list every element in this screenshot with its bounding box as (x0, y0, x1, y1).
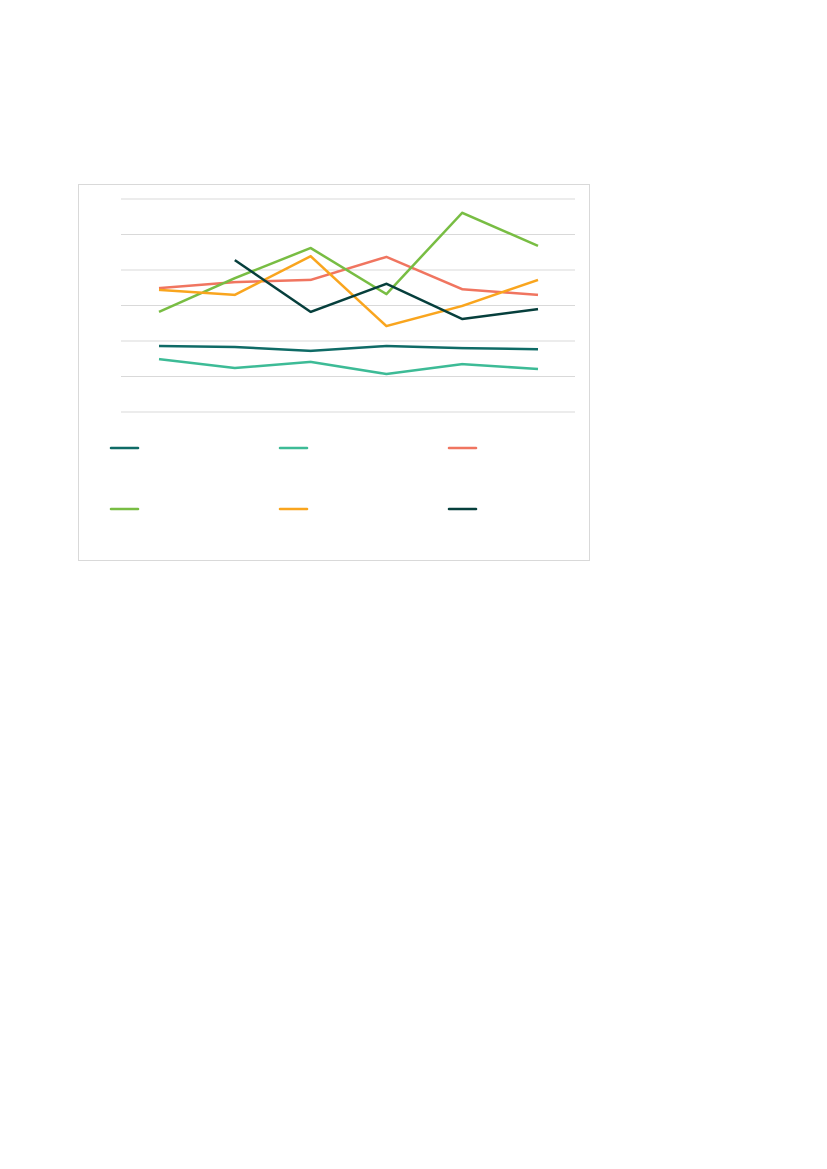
chart-frame (78, 184, 590, 561)
series-line-2 (158, 357, 539, 376)
series-line-4 (158, 211, 539, 314)
series-line-6 (234, 259, 539, 321)
series-line-3 (158, 255, 539, 297)
series-line-5 (158, 254, 539, 328)
series-line-1 (158, 344, 539, 353)
